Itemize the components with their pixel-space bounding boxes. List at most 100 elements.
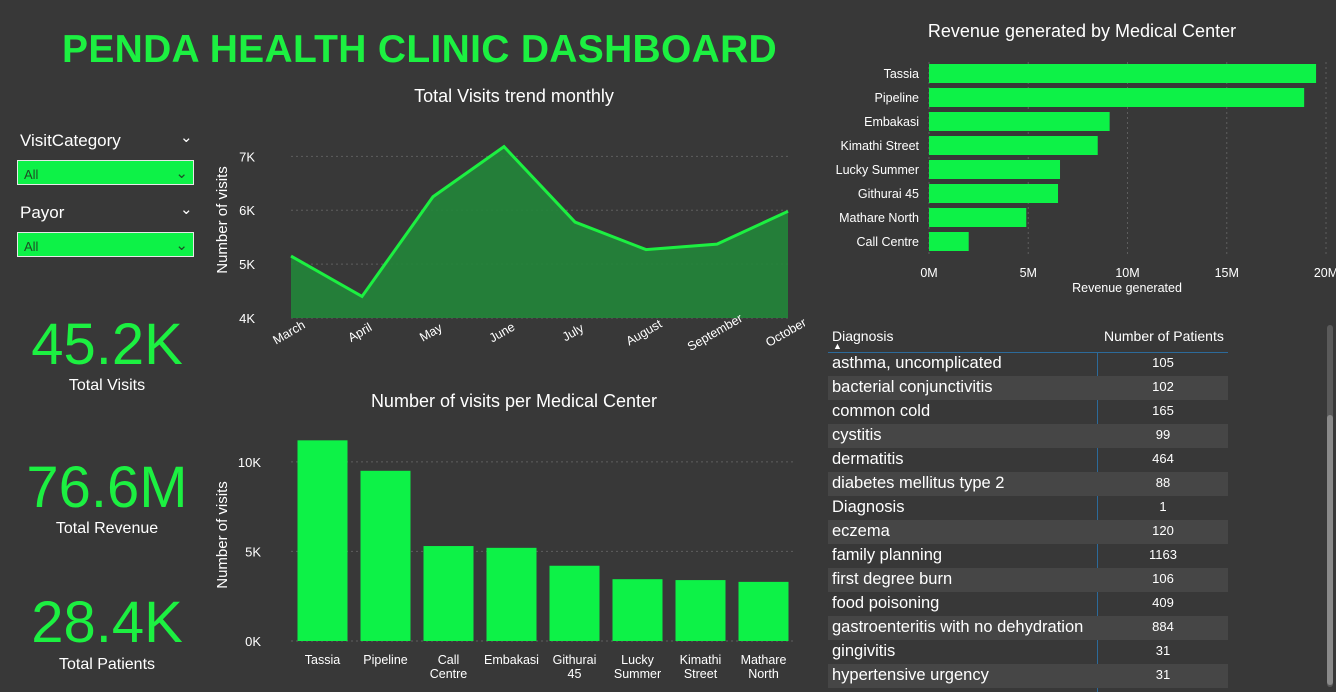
total-revenue-label: Total Revenue — [55, 520, 159, 537]
table-row[interactable]: asthma, uncomplicated 105 — [828, 352, 1228, 376]
x-tick-label: Pipeline — [363, 653, 408, 667]
table-row[interactable]: gastroenteritis with no dehydration 884 — [828, 616, 1228, 640]
visits-trend-chart: 4K 5K 6K 7K Number of visits March April May Jun… — [214, 144, 805, 354]
y-tick-label: 5K — [245, 544, 261, 559]
patient-count-cell: 464 — [1152, 451, 1174, 466]
x-tick-label: North — [748, 667, 779, 681]
table-row[interactable]: hypertensive urgency 31 — [828, 664, 1228, 688]
bar-5 — [929, 184, 1059, 203]
x-tick-label: Githurai — [553, 653, 597, 667]
x-tick-label: 15M — [1215, 266, 1239, 280]
revenue-by-center-chart: 0M 5M 10M 15M 20M Tassia Pipeline Embakasi Kimat… — [836, 62, 1336, 295]
total-patients-label: Total Patients — [58, 656, 156, 673]
patient-count-cell: 165 — [1152, 403, 1174, 418]
y-tick-label: Githurai 45 — [858, 187, 919, 201]
header-divider — [828, 352, 1228, 353]
total-visits-label: Total Visits — [68, 377, 146, 394]
bar-6 — [929, 208, 1027, 227]
y-tick-label: Pipeline — [875, 91, 920, 105]
table-row[interactable]: dermatitis 464 — [828, 448, 1228, 472]
y-tick-label: Embakasi — [864, 115, 919, 129]
bar-2 — [423, 546, 474, 641]
bar-4 — [549, 565, 600, 641]
table-row[interactable]: cystitis 99 — [828, 424, 1228, 448]
header-diagnosis[interactable]: Diagnosis — [832, 328, 894, 344]
diagnosis-cell: family planning — [832, 546, 943, 564]
visit-category-dropdown[interactable]: All ⌄ — [17, 160, 194, 185]
y-tick-label: Kimathi Street — [840, 139, 919, 153]
patient-count-cell: 88 — [1155, 475, 1171, 490]
x-tick-label: Summer — [614, 667, 661, 681]
x-tick-label: May — [417, 320, 445, 344]
bar-0 — [929, 64, 1317, 83]
bar-3 — [486, 547, 537, 641]
x-tick-label: April — [346, 320, 375, 345]
diagnosis-cell: food poisoning — [832, 594, 940, 612]
patient-count-cell: 1 — [1159, 499, 1167, 514]
y-tick-label: 6K — [239, 203, 255, 218]
visits-per-center-title: Number of visits per Medical Center — [370, 391, 658, 411]
sort-ascending-icon[interactable]: ▲ — [833, 341, 842, 351]
patient-count-cell: 102 — [1152, 379, 1174, 394]
patient-count-cell: 105 — [1152, 355, 1174, 370]
y-tick-label: 0K — [245, 634, 261, 649]
patient-count-cell: 31 — [1155, 643, 1171, 658]
diagnosis-cell: cystitis — [832, 426, 882, 444]
chevron-down-icon[interactable]: ⌄ — [180, 129, 193, 146]
revenue-by-center-title: Revenue generated by Medical Center — [927, 21, 1237, 41]
y-tick-label: 5K — [239, 257, 255, 272]
y-tick-label: Mathare North — [839, 211, 919, 225]
bar-7 — [738, 581, 789, 641]
table-row[interactable]: Diagnosis 1 — [828, 496, 1228, 520]
bar-7 — [929, 232, 969, 251]
diagnosis-cell: gastroenteritis with no dehydration — [832, 618, 1084, 636]
header-number-of-patients[interactable]: Number of Patients — [1104, 328, 1224, 344]
table-row[interactable]: first degree burn 106 — [828, 568, 1228, 592]
y-axis-label: Number of visits — [214, 166, 231, 274]
table-row[interactable]: family planning 1163 — [828, 544, 1228, 568]
table-row[interactable]: gingivitis 31 — [828, 640, 1228, 664]
x-tick-label: Call — [438, 653, 460, 667]
table-row[interactable]: food poisoning 409 — [828, 592, 1228, 616]
chevron-down-icon[interactable]: ⌄ — [180, 201, 193, 218]
table-row[interactable]: diabetes mellitus type 2 88 — [828, 472, 1228, 496]
bar-5 — [612, 579, 663, 641]
diagnosis-cell: eczema — [832, 522, 890, 540]
bar-4 — [929, 160, 1061, 179]
diagnosis-cell: Diagnosis — [832, 498, 905, 516]
diagnosis-table: Diagnosis ▲ Number of Patients asthma, u… — [828, 322, 1228, 692]
visits-line — [290, 144, 789, 299]
x-axis-label: Revenue generated — [1072, 281, 1182, 295]
table-row[interactable]: eczema 120 — [828, 520, 1228, 544]
table-row[interactable]: common cold 165 — [828, 400, 1228, 424]
visit-category-label: VisitCategory — [20, 131, 121, 150]
x-tick-label: 10M — [1115, 266, 1139, 280]
chevron-down-icon: ⌄ — [175, 165, 188, 182]
x-tick-label: Tassia — [305, 653, 340, 667]
x-tick-label: Lucky — [621, 653, 654, 667]
bar-1 — [929, 88, 1305, 107]
area-fill — [291, 146, 788, 318]
x-tick-label: October — [763, 315, 805, 349]
y-tick-label: Lucky Summer — [836, 163, 919, 177]
diagnosis-cell: diabetes mellitus type 2 — [832, 474, 1005, 492]
visit-category-value: All — [24, 167, 39, 182]
x-tick-label: 5M — [1020, 266, 1037, 280]
visits-trend-title: Total Visits trend monthly — [414, 86, 614, 106]
payor-value: All — [24, 239, 39, 254]
payor-dropdown[interactable]: All ⌄ — [17, 232, 194, 257]
x-tick-label: 0M — [920, 266, 937, 280]
patient-count-cell: 120 — [1152, 523, 1174, 538]
x-tick-label: 45 — [568, 667, 582, 681]
x-tick-label: 20M — [1314, 266, 1336, 280]
payor-label: Payor — [20, 203, 65, 222]
x-tick-label: July — [560, 321, 587, 345]
table-scroll-thumb[interactable] — [1327, 415, 1333, 685]
table-row[interactable]: bacterial conjunctivitis 102 — [828, 376, 1228, 400]
table-body: asthma, uncomplicated 105 bacterial conjun… — [828, 352, 1228, 688]
y-tick-label: 4K — [239, 311, 255, 326]
x-tick-label: June — [487, 320, 518, 346]
bar-0 — [297, 440, 348, 641]
bar-6 — [675, 580, 726, 641]
visits-per-center-chart: 0K 5K 10K Number of visits Tassia Pipeline Cal… — [214, 440, 795, 681]
